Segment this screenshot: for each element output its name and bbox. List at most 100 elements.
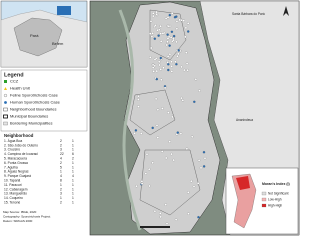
footnote-line: Datum: SIRGAS 2000 (3, 219, 33, 223)
table-cell: 8 (60, 178, 62, 182)
table-cell: 2 (60, 143, 62, 147)
map-label: Ananindeua (236, 118, 253, 122)
case-point (149, 20, 153, 23)
symbol (4, 80, 7, 83)
table-cell: 1 (72, 139, 74, 143)
case-point (182, 19, 185, 22)
inset-highlight (57, 6, 71, 15)
case-point (170, 12, 174, 15)
case-point (137, 105, 140, 108)
case-point (168, 53, 172, 56)
moran-map (231, 173, 257, 229)
table-cell: 11. Paracuri (4, 183, 22, 187)
case-point (164, 156, 168, 160)
case-point (177, 49, 180, 52)
case-point (161, 107, 164, 110)
table-header: Neighborhood (4, 133, 34, 138)
inset-label: Belém (52, 41, 64, 46)
case-point (190, 179, 193, 183)
case-point (174, 60, 177, 64)
table-cell: 1 (72, 165, 74, 169)
table-cell: 3 (60, 148, 62, 152)
table-cell: 4 (72, 174, 74, 178)
case-point (137, 94, 140, 98)
case-point (203, 156, 207, 160)
case-point (202, 150, 206, 154)
case-point (156, 108, 160, 112)
case-point (185, 147, 189, 150)
case-point (156, 29, 159, 32)
case-point (149, 46, 153, 50)
case-point (185, 51, 188, 54)
table-cell: 5. Maracacuera (4, 156, 27, 160)
case-point (171, 115, 174, 119)
moran-title: Moran's Index (I) (262, 182, 290, 186)
legend-label: Health Unit (10, 86, 31, 91)
case-point (152, 70, 155, 73)
legend-item: Human Sporotrichosis Case (4, 100, 61, 105)
table-cell: 1 (60, 183, 62, 187)
case-point (202, 165, 206, 168)
legend-title: Legend (4, 72, 24, 78)
north-arrow (283, 6, 289, 16)
case-point (153, 58, 157, 61)
case-point (169, 36, 173, 39)
case-point (186, 30, 190, 33)
table-cell: 3 (60, 192, 62, 196)
table-cell: 2 (60, 161, 62, 165)
table-cell: 10. Tapanã (4, 178, 20, 182)
case-point (157, 34, 160, 37)
legend-label: Human Sporotrichosis Case (10, 100, 61, 105)
case-point (156, 136, 159, 139)
river (118, 9, 142, 231)
case-point (162, 66, 165, 70)
case-point (185, 62, 189, 65)
case-point (166, 40, 169, 43)
case-point (161, 32, 165, 35)
case-point (166, 33, 169, 36)
case-point (198, 89, 201, 92)
legend-item: Neighborhood Boundaries (3, 107, 56, 112)
case-point (167, 35, 171, 39)
case-point (154, 97, 158, 101)
figure: Belém Pará Legend CCZ Health Unit Feline S… (0, 0, 300, 236)
case-point (155, 124, 159, 127)
table-cell: 9. Parque Guajará (4, 174, 31, 178)
legend-label: Neighborhood Boundaries (10, 107, 56, 112)
case-point (166, 61, 169, 64)
case-point (183, 68, 186, 72)
case-point (172, 158, 175, 162)
inset-region: Pará (30, 33, 39, 38)
case-point (193, 100, 196, 104)
case-point (155, 69, 158, 73)
table-cell: 1 (60, 170, 62, 174)
table-cell: 12. Cabanagem (4, 187, 28, 191)
case-point (159, 212, 162, 215)
case-point (159, 32, 162, 35)
case-point (165, 222, 169, 225)
case-point (175, 40, 178, 44)
table-cell: 7. Agulha (4, 165, 18, 169)
legend-item: Feline Sporotrichosis Case (3, 93, 59, 98)
case-point (179, 132, 183, 135)
symbol (4, 87, 7, 90)
case-point (152, 14, 155, 18)
scale-bar (140, 226, 170, 228)
table-cell: 5 (60, 165, 62, 169)
case-point (197, 215, 200, 219)
case-point (166, 55, 170, 58)
case-point (170, 65, 173, 68)
case-point (140, 180, 144, 183)
case-point (197, 159, 201, 162)
case-point (168, 140, 171, 143)
case-point (172, 38, 175, 42)
table-cell: 1 (72, 161, 74, 165)
case-point (172, 34, 176, 38)
case-point (150, 35, 154, 38)
case-point (159, 40, 163, 43)
case-point (177, 52, 180, 56)
case-point (151, 126, 154, 130)
legend-label: Feline Sporotrichosis Case (10, 93, 59, 98)
case-point (153, 37, 156, 40)
